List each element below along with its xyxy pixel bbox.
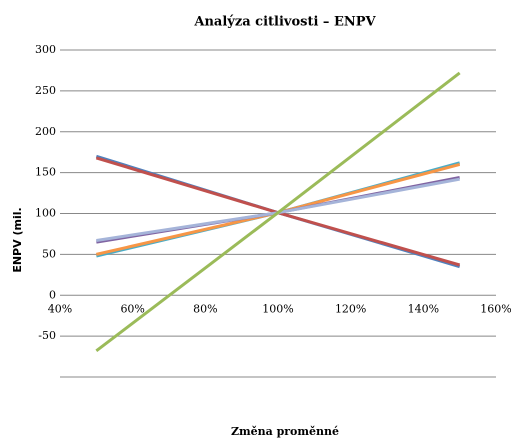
x-tick-label: 160% [480, 302, 511, 315]
series-line [95, 71, 461, 353]
chart-title: Analýza citlivosti – ENPV [193, 15, 376, 30]
y-tick-label: 200 [35, 125, 56, 138]
y-axis-label: ENPV (mil. [11, 207, 24, 272]
x-tick-label: 120% [335, 302, 366, 315]
series-line [96, 177, 460, 242]
x-tick-label: 100% [262, 302, 293, 315]
series-line [95, 163, 461, 256]
y-tick-label: 100 [35, 207, 56, 220]
x-tick-label: 80% [193, 302, 217, 315]
y-tick-label: 150 [35, 166, 56, 179]
x-axis-label: Změna proměnné [231, 425, 339, 438]
x-tick-label: 40% [48, 302, 72, 315]
y-tick-label: 300 [35, 43, 56, 56]
y-tick-label: 0 [49, 288, 56, 301]
x-tick-label: 140% [408, 302, 439, 315]
y-tick-label: 250 [35, 84, 56, 97]
x-tick-label: 60% [120, 302, 144, 315]
y-tick-label: -50 [38, 329, 56, 342]
y-tick-label: 50 [42, 247, 56, 260]
